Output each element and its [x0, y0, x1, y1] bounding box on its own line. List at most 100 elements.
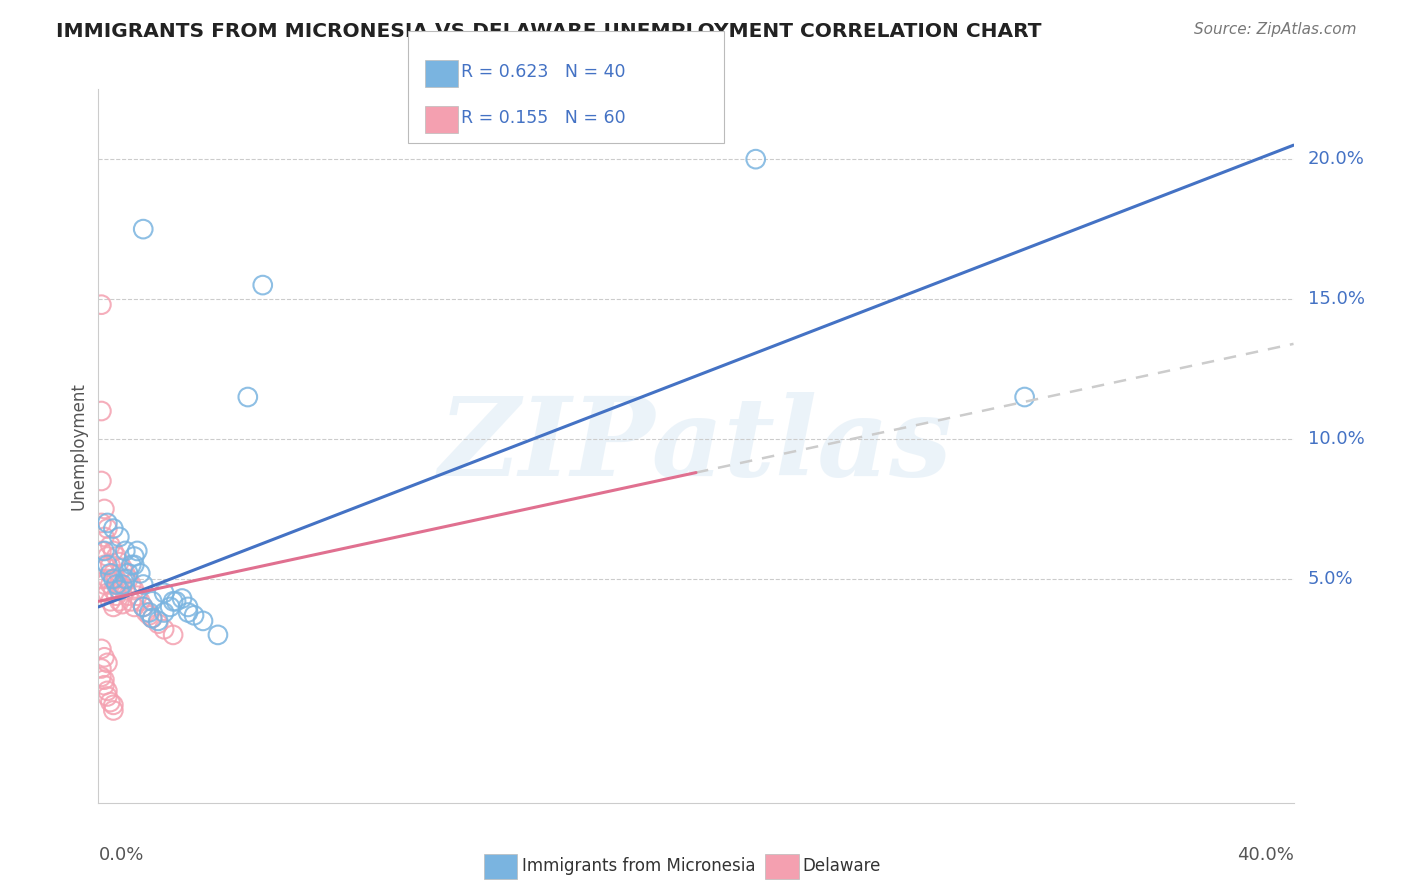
Point [90, 474, 112, 488]
Point [207, 628, 229, 642]
Text: ZIPatlas: ZIPatlas [439, 392, 953, 500]
Point [105, 577, 128, 591]
Point [162, 594, 184, 608]
Point [103, 544, 125, 558]
Point [108, 530, 131, 544]
Point [114, 544, 136, 558]
Point [177, 606, 200, 620]
Point [93, 577, 115, 591]
Point [93, 678, 115, 692]
Text: IMMIGRANTS FROM MICRONESIA VS DELAWARE UNEMPLOYMENT CORRELATION CHART: IMMIGRANTS FROM MICRONESIA VS DELAWARE U… [56, 22, 1042, 41]
Point [96, 549, 118, 564]
Point [114, 583, 136, 598]
Point [129, 594, 152, 608]
Point [153, 622, 176, 636]
Text: 0.0%: 0.0% [98, 846, 143, 863]
Point [141, 594, 163, 608]
Point [103, 522, 125, 536]
Point [117, 566, 139, 581]
Point [93, 544, 115, 558]
Point [103, 599, 125, 614]
Point [138, 608, 160, 623]
Point [105, 589, 128, 603]
Point [141, 611, 163, 625]
Point [135, 606, 157, 620]
Point [141, 611, 163, 625]
Point [138, 606, 160, 620]
Text: Immigrants from Micronesia: Immigrants from Micronesia [522, 857, 755, 875]
Point [120, 594, 142, 608]
Point [129, 566, 152, 581]
Point [103, 583, 125, 598]
Point [96, 684, 118, 698]
Point [1014, 390, 1036, 404]
Point [96, 522, 118, 536]
Point [103, 698, 125, 712]
Point [159, 599, 181, 614]
Point [127, 589, 149, 603]
Point [165, 594, 187, 608]
Text: R = 0.155   N = 60: R = 0.155 N = 60 [461, 110, 626, 128]
Point [93, 673, 115, 687]
Point [132, 599, 155, 614]
Point [93, 530, 115, 544]
Text: 10.0%: 10.0% [1308, 430, 1365, 448]
Point [103, 566, 125, 581]
Point [162, 628, 184, 642]
Point [132, 577, 155, 591]
Point [90, 516, 112, 530]
Point [124, 558, 146, 572]
Point [252, 278, 274, 293]
Text: Source: ZipAtlas.com: Source: ZipAtlas.com [1194, 22, 1357, 37]
Point [124, 549, 146, 564]
Point [90, 670, 112, 684]
Point [127, 544, 149, 558]
Point [108, 555, 131, 569]
Point [124, 599, 146, 614]
Point [96, 558, 118, 572]
Point [132, 222, 155, 236]
Point [98, 577, 122, 591]
Point [93, 650, 115, 665]
Point [120, 558, 142, 572]
Point [108, 583, 131, 598]
Point [93, 502, 115, 516]
Point [96, 572, 118, 586]
Point [90, 544, 112, 558]
Point [236, 390, 259, 404]
Point [90, 404, 112, 418]
Text: 15.0%: 15.0% [1308, 290, 1365, 308]
Point [114, 572, 136, 586]
Point [111, 597, 134, 611]
Point [177, 599, 200, 614]
Point [148, 614, 170, 628]
Text: 40.0%: 40.0% [1237, 846, 1294, 863]
Point [191, 614, 214, 628]
Point [98, 566, 122, 581]
Point [124, 583, 146, 598]
Point [172, 591, 194, 606]
Point [98, 558, 122, 572]
Point [108, 594, 131, 608]
Point [96, 516, 118, 530]
Point [98, 695, 122, 709]
Point [103, 703, 125, 717]
Point [93, 558, 115, 572]
Point [96, 656, 118, 670]
Point [96, 690, 118, 704]
Point [90, 641, 112, 656]
Point [117, 572, 139, 586]
Point [98, 594, 122, 608]
Point [90, 572, 112, 586]
Text: 5.0%: 5.0% [1308, 570, 1354, 588]
Point [96, 586, 118, 600]
Point [148, 616, 170, 631]
Text: R = 0.623   N = 40: R = 0.623 N = 40 [461, 63, 626, 81]
Point [114, 566, 136, 581]
Point [111, 560, 134, 574]
Text: Delaware: Delaware [803, 857, 882, 875]
Point [120, 577, 142, 591]
Point [105, 549, 128, 564]
Point [153, 586, 176, 600]
Point [103, 572, 125, 586]
